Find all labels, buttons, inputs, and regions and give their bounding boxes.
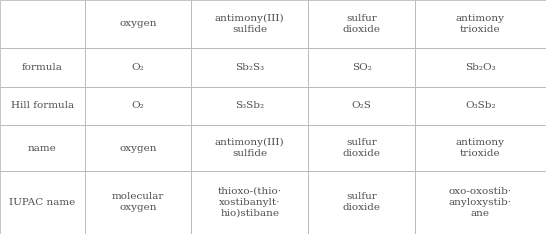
Text: antimony(III)
sulfide: antimony(III) sulfide: [215, 138, 284, 158]
Bar: [415, 48, 546, 87]
Text: sulfur
dioxide: sulfur dioxide: [343, 14, 381, 34]
Text: antimony
trioxide: antimony trioxide: [456, 138, 505, 158]
Bar: [191, 87, 308, 125]
Bar: [308, 87, 415, 125]
Bar: [85, 171, 191, 234]
Text: formula: formula: [22, 63, 63, 72]
Bar: [0, 48, 85, 87]
Text: Hill formula: Hill formula: [11, 101, 74, 110]
Bar: [191, 171, 308, 234]
Text: Sb₂O₃: Sb₂O₃: [465, 63, 496, 72]
Text: antimony
trioxide: antimony trioxide: [456, 14, 505, 34]
Text: O₂S: O₂S: [352, 101, 372, 110]
Bar: [0, 0, 85, 48]
Text: thioxo-(thio·
xostibanylt·
hio)stibane: thioxo-(thio· xostibanylt· hio)stibane: [218, 187, 282, 218]
Text: oxo-oxostib·
anyloxystib·
ane: oxo-oxostib· anyloxystib· ane: [449, 187, 512, 218]
Text: Sb₂S₃: Sb₂S₃: [235, 63, 264, 72]
Text: sulfur
dioxide: sulfur dioxide: [343, 192, 381, 212]
Bar: [85, 0, 191, 48]
Bar: [191, 0, 308, 48]
Text: O₃Sb₂: O₃Sb₂: [465, 101, 496, 110]
Text: sulfur
dioxide: sulfur dioxide: [343, 138, 381, 158]
Bar: [308, 0, 415, 48]
Bar: [308, 48, 415, 87]
Text: IUPAC name: IUPAC name: [9, 198, 75, 207]
Bar: [85, 125, 191, 171]
Bar: [308, 125, 415, 171]
Text: molecular
oxygen: molecular oxygen: [112, 192, 164, 212]
Text: O₂: O₂: [132, 101, 144, 110]
Text: O₂: O₂: [132, 63, 144, 72]
Bar: [0, 171, 85, 234]
Bar: [0, 87, 85, 125]
Text: SO₂: SO₂: [352, 63, 372, 72]
Text: oxygen: oxygen: [119, 143, 157, 153]
Bar: [191, 125, 308, 171]
Bar: [308, 171, 415, 234]
Bar: [415, 0, 546, 48]
Text: name: name: [28, 143, 57, 153]
Bar: [0, 125, 85, 171]
Bar: [415, 125, 546, 171]
Bar: [85, 48, 191, 87]
Text: antimony(III)
sulfide: antimony(III) sulfide: [215, 14, 284, 34]
Bar: [415, 171, 546, 234]
Text: S₃Sb₂: S₃Sb₂: [235, 101, 264, 110]
Bar: [191, 48, 308, 87]
Text: oxygen: oxygen: [119, 19, 157, 29]
Bar: [85, 87, 191, 125]
Bar: [415, 87, 546, 125]
